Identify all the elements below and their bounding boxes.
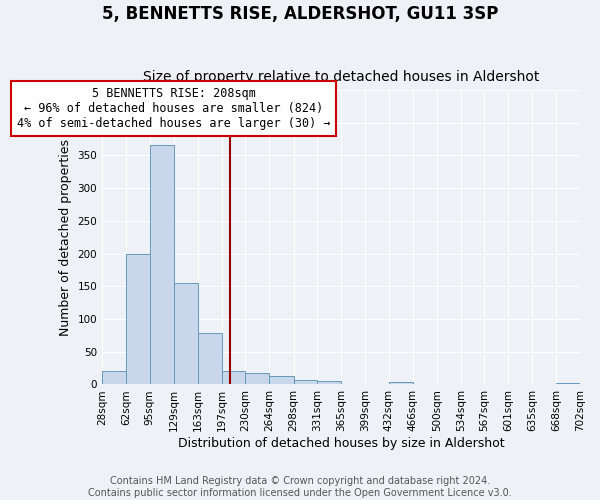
Bar <box>389 382 413 384</box>
X-axis label: Distribution of detached houses by size in Aldershot: Distribution of detached houses by size … <box>178 437 505 450</box>
Y-axis label: Number of detached properties: Number of detached properties <box>59 138 72 336</box>
Bar <box>149 146 173 384</box>
Bar <box>556 383 580 384</box>
Bar <box>198 334 222 384</box>
Text: Contains HM Land Registry data © Crown copyright and database right 2024.
Contai: Contains HM Land Registry data © Crown c… <box>88 476 512 498</box>
Bar <box>245 372 269 384</box>
Text: 5, BENNETTS RISE, ALDERSHOT, GU11 3SP: 5, BENNETTS RISE, ALDERSHOT, GU11 3SP <box>102 5 498 23</box>
Bar <box>173 283 198 384</box>
Text: 5 BENNETTS RISE: 208sqm
← 96% of detached houses are smaller (824)
4% of semi-de: 5 BENNETTS RISE: 208sqm ← 96% of detache… <box>17 86 331 130</box>
Bar <box>102 372 126 384</box>
Bar <box>293 380 317 384</box>
Bar <box>222 372 245 384</box>
Title: Size of property relative to detached houses in Aldershot: Size of property relative to detached ho… <box>143 70 539 85</box>
Bar <box>126 254 149 384</box>
Bar <box>317 381 341 384</box>
Bar <box>269 376 293 384</box>
